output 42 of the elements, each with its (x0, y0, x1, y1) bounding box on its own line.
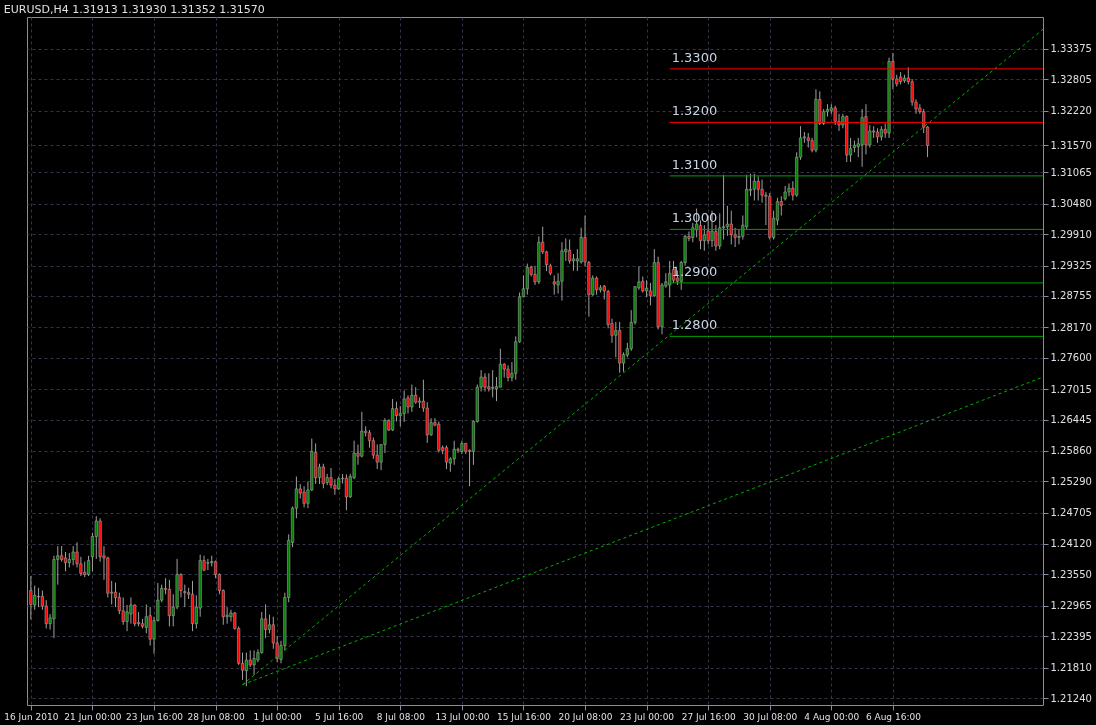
y-tick-label: 1.25860 (1050, 445, 1092, 457)
x-tick-label: 21 Jun 00:00 (64, 711, 122, 722)
x-tick-label: 1 Jul 00:00 (253, 711, 303, 722)
y-tick-label: 1.24120 (1050, 538, 1092, 550)
y-tick-label: 1.29325 (1050, 260, 1092, 271)
x-tick-label: 15 Jul 16:00 (496, 711, 552, 722)
y-tick-label: 1.27600 (1050, 352, 1092, 364)
y-tick-label: 1.25290 (1050, 475, 1092, 487)
y-tick-label: 1.30480 (1050, 198, 1092, 210)
y-tick-label: 1.33375 (1050, 43, 1092, 55)
x-tick-label: 6 Aug 16:00 (865, 711, 922, 722)
x-tick-label: 16 Jun 2010 (4, 711, 59, 722)
y-tick-label: 1.32220 (1050, 105, 1092, 117)
y-tick-label: 1.24705 (1050, 507, 1092, 519)
y-tick-label: 1.21810 (1050, 662, 1092, 674)
y-tick-label: 1.31570 (1050, 139, 1092, 151)
x-tick-label: 30 Jul 08:00 (743, 711, 798, 722)
y-tick-label: 1.31065 (1050, 166, 1092, 178)
y-tick-label: 1.28170 (1050, 321, 1092, 333)
x-tick-label: 28 Jun 08:00 (187, 711, 245, 722)
x-tick-label: 8 Jul 08:00 (376, 711, 426, 722)
x-tick-label: 23 Jun 16:00 (125, 711, 184, 722)
x-tick-label: 4 Aug 00:00 (804, 711, 860, 722)
y-tick-label: 1.32805 (1050, 73, 1092, 85)
series-label: 1.2800 (671, 317, 718, 333)
x-tick-label: 27 Jul 16:00 (681, 711, 736, 722)
x-tick-label: 5 Jul 16:00 (315, 711, 364, 722)
y-tick-label: 1.28755 (1050, 290, 1092, 302)
y-tick-label: 1.23550 (1050, 568, 1092, 580)
y-tick-label: 1.29910 (1050, 228, 1092, 240)
y-tick-label: 1.22395 (1050, 630, 1092, 642)
x-tick-label: 20 Jul 08:00 (558, 711, 613, 722)
x-tick-label: 13 Jul 00:00 (435, 711, 490, 722)
x-tick-label: 23 Jul 00:00 (620, 711, 675, 722)
y-tick-label: 1.22965 (1050, 600, 1092, 612)
y-tick-label: 1.21240 (1050, 692, 1092, 704)
series-label: 1.3200 (671, 103, 718, 119)
chart-title: EURUSD,H4 1.31913 1.31930 1.31352 1.31570 (3, 3, 265, 16)
y-tick-label: 1.27015 (1050, 383, 1092, 395)
series-label: 1.3100 (671, 156, 718, 172)
y-tick-label: 1.26445 (1050, 414, 1092, 426)
series-label: 1.3300 (671, 49, 718, 65)
